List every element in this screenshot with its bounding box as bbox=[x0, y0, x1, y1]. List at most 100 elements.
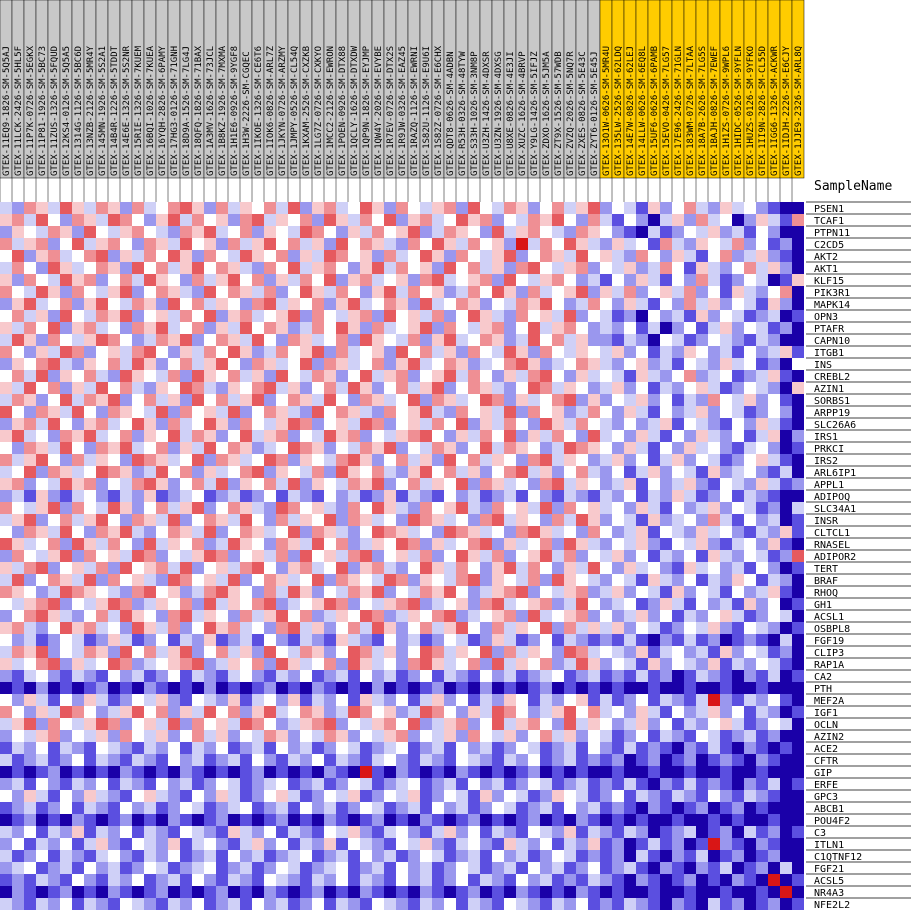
heatmap-cell bbox=[168, 658, 180, 670]
heatmap-cell bbox=[696, 490, 708, 502]
heatmap-cell bbox=[624, 730, 636, 742]
heatmap-cell bbox=[588, 838, 600, 850]
heatmap-cell bbox=[324, 538, 336, 550]
heatmap-cell bbox=[648, 598, 660, 610]
heatmap-cell bbox=[216, 598, 228, 610]
heatmap-cell bbox=[660, 514, 672, 526]
heatmap-cell bbox=[624, 610, 636, 622]
heatmap-cell bbox=[492, 322, 504, 334]
heatmap-cell bbox=[588, 682, 600, 694]
heatmap-cell bbox=[384, 574, 396, 586]
heatmap-cell bbox=[576, 586, 588, 598]
heatmap-cell bbox=[708, 490, 720, 502]
heatmap-cell bbox=[36, 250, 48, 262]
heatmap-cell bbox=[252, 874, 264, 886]
heatmap-cell bbox=[552, 586, 564, 598]
heatmap-cell bbox=[132, 214, 144, 226]
heatmap-cell bbox=[456, 778, 468, 790]
heatmap-cell bbox=[252, 454, 264, 466]
heatmap-cell bbox=[408, 730, 420, 742]
heatmap-cell bbox=[720, 370, 732, 382]
heatmap-cell bbox=[156, 358, 168, 370]
heatmap-cell bbox=[0, 202, 12, 214]
heatmap-cell bbox=[216, 286, 228, 298]
heatmap-cell bbox=[24, 298, 36, 310]
heatmap-cell bbox=[300, 454, 312, 466]
heatmap-cell bbox=[84, 670, 96, 682]
heatmap-cell bbox=[312, 694, 324, 706]
heatmap-cell bbox=[336, 634, 348, 646]
heatmap-cell bbox=[528, 526, 540, 538]
heatmap-cell bbox=[228, 850, 240, 862]
heatmap-cell bbox=[636, 418, 648, 430]
heatmap-cell bbox=[528, 778, 540, 790]
heatmap-cell bbox=[540, 214, 552, 226]
heatmap-cell bbox=[648, 538, 660, 550]
heatmap-cell bbox=[552, 658, 564, 670]
heatmap-cell bbox=[252, 394, 264, 406]
heatmap-cell bbox=[348, 574, 360, 586]
heatmap-cell bbox=[492, 718, 504, 730]
heatmap-cell bbox=[480, 238, 492, 250]
heatmap-cell bbox=[180, 718, 192, 730]
heatmap-cell bbox=[108, 502, 120, 514]
heatmap-cell bbox=[564, 730, 576, 742]
heatmap-cell bbox=[252, 274, 264, 286]
heatmap-cell bbox=[660, 826, 672, 838]
heatmap-cell bbox=[180, 730, 192, 742]
heatmap-cell bbox=[120, 634, 132, 646]
heatmap-cell bbox=[528, 346, 540, 358]
heatmap-cell bbox=[480, 310, 492, 322]
heatmap-cell bbox=[156, 610, 168, 622]
heatmap-cell bbox=[516, 406, 528, 418]
heatmap-cell bbox=[48, 802, 60, 814]
heatmap-cell bbox=[588, 634, 600, 646]
heatmap-cell bbox=[324, 754, 336, 766]
heatmap-cell bbox=[240, 286, 252, 298]
heatmap-cell bbox=[660, 598, 672, 610]
heatmap-cell bbox=[552, 598, 564, 610]
heatmap-cell bbox=[744, 526, 756, 538]
heatmap-cell bbox=[372, 586, 384, 598]
sample-label: GTEX-1II9N-2826-SM-CL55D bbox=[758, 46, 768, 176]
heatmap-cell bbox=[672, 310, 684, 322]
heatmap-cell bbox=[192, 286, 204, 298]
heatmap-cell bbox=[396, 790, 408, 802]
heatmap-cell bbox=[528, 310, 540, 322]
heatmap-cell bbox=[600, 850, 612, 862]
heatmap-cell bbox=[696, 670, 708, 682]
heatmap-cell bbox=[432, 370, 444, 382]
heatmap-cell bbox=[372, 718, 384, 730]
heatmap-cell bbox=[240, 526, 252, 538]
heatmap-cell bbox=[420, 550, 432, 562]
heatmap-cell bbox=[660, 790, 672, 802]
heatmap-cell bbox=[132, 442, 144, 454]
heatmap-cell bbox=[348, 226, 360, 238]
heatmap-cell bbox=[396, 430, 408, 442]
heatmap-cell bbox=[768, 382, 780, 394]
heatmap-cell bbox=[108, 394, 120, 406]
heatmap-cell bbox=[792, 274, 804, 286]
heatmap-cell bbox=[612, 862, 624, 874]
heatmap-cell bbox=[756, 502, 768, 514]
heatmap-cell bbox=[228, 466, 240, 478]
heatmap-cell bbox=[108, 514, 120, 526]
heatmap-cell bbox=[504, 562, 516, 574]
heatmap-cell bbox=[96, 742, 108, 754]
heatmap-cell bbox=[180, 646, 192, 658]
heatmap-cell bbox=[228, 634, 240, 646]
heatmap-cell bbox=[564, 610, 576, 622]
heatmap-cell bbox=[504, 802, 516, 814]
heatmap-cell bbox=[528, 202, 540, 214]
heatmap-cell bbox=[564, 574, 576, 586]
heatmap-cell bbox=[564, 454, 576, 466]
heatmap-cell bbox=[204, 862, 216, 874]
gene-label: C3 bbox=[814, 828, 826, 839]
heatmap-cell bbox=[348, 670, 360, 682]
heatmap-cell bbox=[240, 862, 252, 874]
heatmap-cell bbox=[372, 550, 384, 562]
heatmap-cell bbox=[636, 490, 648, 502]
heatmap-cell bbox=[48, 214, 60, 226]
heatmap-cell bbox=[756, 274, 768, 286]
heatmap-cell bbox=[48, 298, 60, 310]
